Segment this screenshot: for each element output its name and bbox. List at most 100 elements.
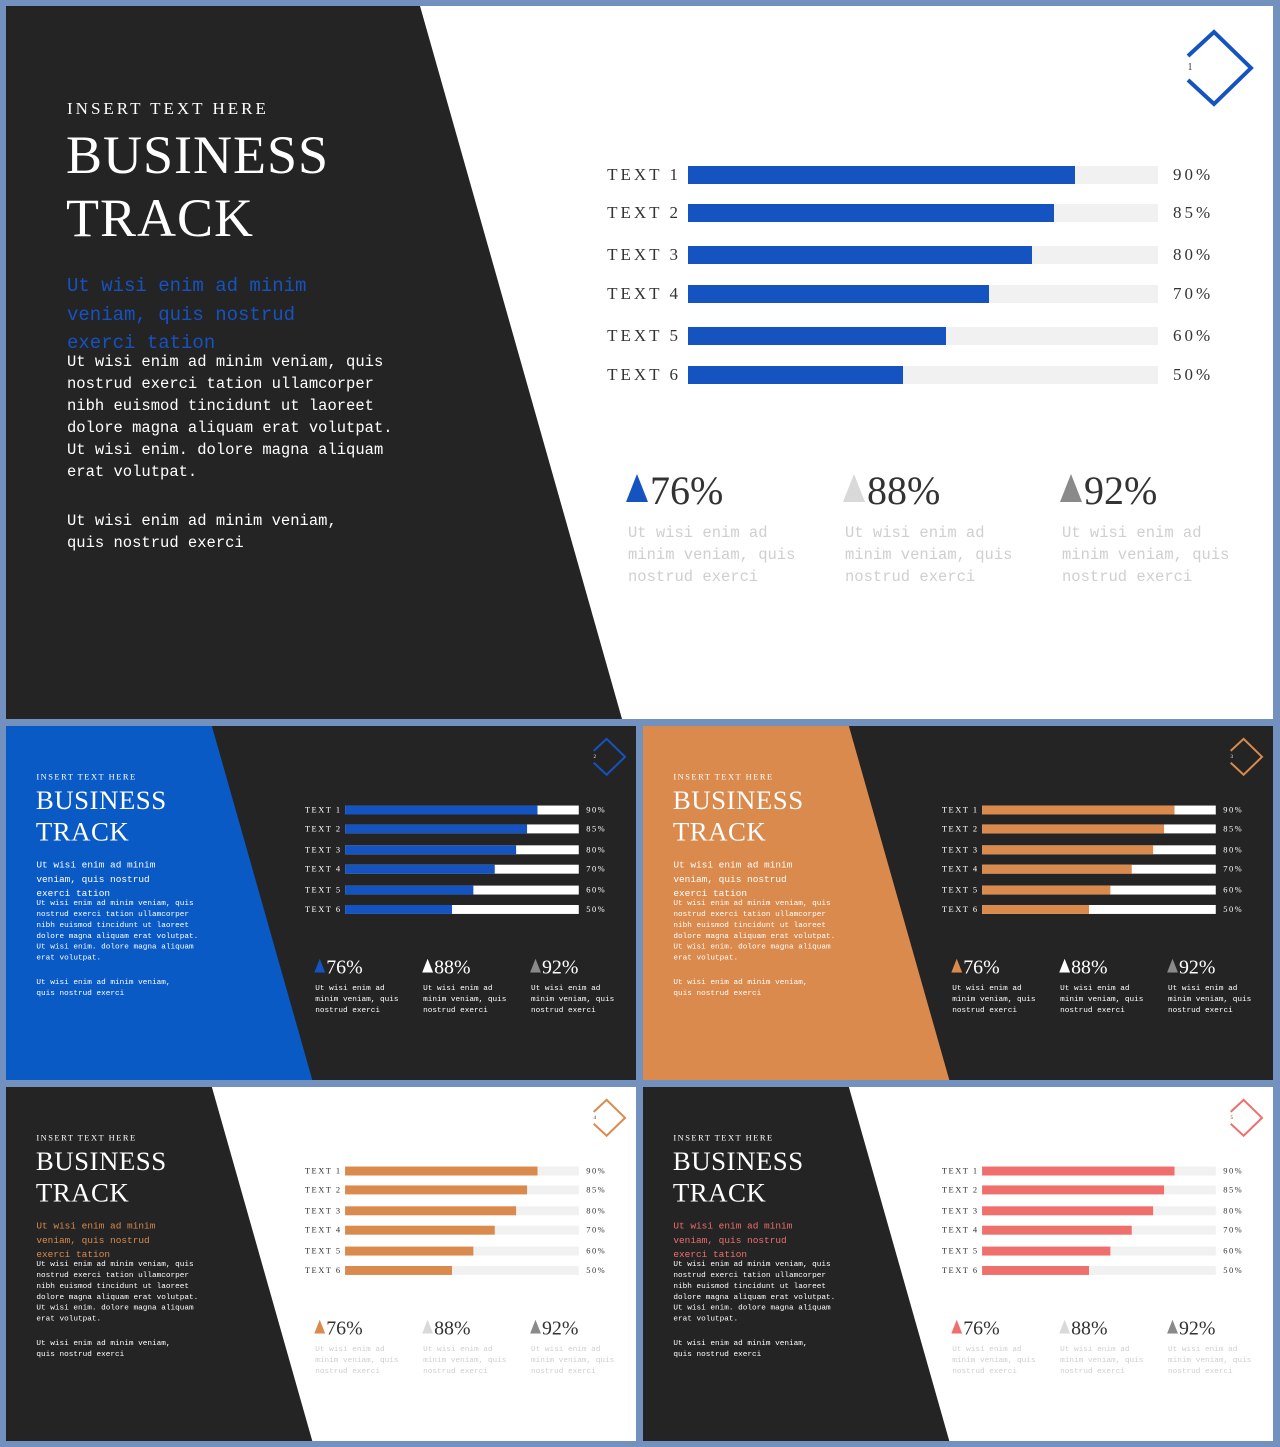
- bar-value-label: 60%: [586, 885, 607, 895]
- bar-fill: [345, 1185, 527, 1195]
- accent-text: Ut wisi enim ad minim veniam, quis nostr…: [36, 859, 156, 900]
- slide-title: BUSINESS TRACK: [66, 124, 329, 250]
- bar-value-label: 90%: [586, 805, 607, 815]
- bar-value-label: 70%: [1173, 284, 1214, 303]
- bar-fill: [345, 885, 474, 895]
- bar-label: TEXT 1: [607, 165, 681, 184]
- bar-value-label: 60%: [1223, 1246, 1244, 1256]
- body-text: Ut wisi enim ad minim veniam, quis nostr…: [67, 353, 393, 481]
- triangle-up-icon: [530, 958, 541, 973]
- bar-track: [982, 904, 1216, 914]
- bar-label: TEXT 4: [304, 1225, 342, 1235]
- bar-label: TEXT 5: [304, 1246, 342, 1256]
- bar-label: TEXT 6: [607, 365, 681, 384]
- bar-value-label: 50%: [1223, 904, 1244, 914]
- bar-fill: [982, 1225, 1132, 1235]
- stat-value: 76%: [963, 1316, 1000, 1340]
- bar-label: TEXT 6: [304, 904, 342, 914]
- bar-value-label: 85%: [1173, 203, 1214, 222]
- stat-value: 92%: [1178, 1316, 1216, 1340]
- bar-fill: [982, 904, 1089, 914]
- title-line-1: BUSINESS: [35, 1146, 167, 1176]
- stat-description: Ut wisi enim ad minim veniam, quis nostr…: [423, 983, 507, 1015]
- bar-fill: [345, 1246, 474, 1256]
- body-text-2: Ut wisi enim ad minim veniam, quis nostr…: [67, 512, 337, 552]
- bar-fill: [982, 824, 1164, 834]
- bar-fill: [982, 864, 1132, 874]
- diamond-badge-icon: [1230, 737, 1264, 777]
- stat-value: 76%: [326, 1316, 363, 1340]
- bar-label: TEXT 2: [304, 823, 342, 834]
- bar-value-label: 80%: [1173, 245, 1214, 264]
- stat-value: 92%: [1084, 468, 1158, 513]
- stat-description: Ut wisi enim ad minim veniam, quis nostr…: [315, 1344, 399, 1376]
- slide-background: [643, 726, 1273, 1080]
- title-line-2: TRACK: [672, 1177, 767, 1208]
- bar-label: TEXT 1: [304, 805, 342, 815]
- bar-label: TEXT 3: [607, 245, 681, 264]
- bar-value-label: 60%: [586, 1246, 607, 1256]
- stat-value: 88%: [434, 955, 471, 979]
- title-line-1: BUSINESS: [672, 1146, 804, 1176]
- bar-value-label: 70%: [586, 1225, 607, 1235]
- bar-value-label: 90%: [1173, 165, 1214, 184]
- diamond-badge-icon: [593, 737, 627, 777]
- slide-background: [6, 726, 636, 1080]
- bar-fill: [982, 1265, 1089, 1275]
- body-text: Ut wisi enim ad minim veniam, quis nostr…: [673, 898, 836, 963]
- stat-value: 88%: [867, 468, 941, 513]
- bar-label: TEXT 4: [941, 1225, 979, 1235]
- bar-label: TEXT 5: [304, 885, 342, 895]
- slide-background: [6, 1087, 636, 1441]
- bar-fill: [982, 1185, 1164, 1195]
- accent-text: Ut wisi enim ad minim veniam, quis nostr…: [673, 1220, 793, 1261]
- bar-fill: [345, 1166, 538, 1176]
- stat-description: Ut wisi enim ad minim veniam, quis nostr…: [315, 983, 399, 1015]
- stat-description: Ut wisi enim ad minim veniam, quis nostr…: [1168, 983, 1252, 1015]
- bar-track: [982, 1265, 1216, 1275]
- triangle-up-icon: [314, 958, 326, 973]
- body-text-2: Ut wisi enim ad minim veniam, quis nostr…: [673, 1338, 808, 1359]
- bar-value-label: 70%: [1223, 864, 1244, 874]
- triangle-up-icon: [530, 1319, 541, 1334]
- bar-label: TEXT 1: [941, 1166, 979, 1176]
- accent-text: Ut wisi enim ad minim veniam, quis nostr…: [67, 275, 307, 354]
- slide-4: INSERT TEXT HERE BUSINESS TRACK Ut wisi …: [6, 1087, 636, 1441]
- bar-fill: [345, 1265, 452, 1275]
- slide-background: [643, 1087, 1273, 1441]
- triangle-up-icon: [422, 1319, 434, 1334]
- bar-label: TEXT 1: [304, 1166, 342, 1176]
- bar-label: TEXT 4: [607, 284, 681, 303]
- bar-value-label: 80%: [586, 844, 607, 855]
- title-line-1: BUSINESS: [672, 785, 804, 815]
- slide-title: BUSINESS TRACK: [673, 1146, 804, 1209]
- bar-value-label: 85%: [586, 1184, 607, 1195]
- bar-value-label: 90%: [586, 1166, 607, 1176]
- title-line-2: TRACK: [35, 1177, 130, 1208]
- slide-number: 3: [1230, 753, 1233, 760]
- bar-track: [345, 904, 579, 914]
- stat-description: Ut wisi enim ad minim veniam, quis nostr…: [1168, 1344, 1252, 1376]
- triangle-up-icon: [626, 474, 648, 502]
- bar-value-label: 90%: [1223, 1166, 1244, 1176]
- triangle-up-icon: [1060, 474, 1082, 502]
- slide-number: 5: [1230, 1114, 1233, 1121]
- bar-value-label: 80%: [586, 1205, 607, 1216]
- bar-label: TEXT 6: [941, 904, 979, 914]
- bar-value-label: 80%: [1223, 844, 1244, 855]
- bar-label: TEXT 2: [941, 823, 979, 834]
- stat-description: Ut wisi enim ad minim veniam, quis nostr…: [531, 1344, 615, 1376]
- slide-2: INSERT TEXT HERE BUSINESS TRACK Ut wisi …: [6, 726, 636, 1080]
- bar-value-label: 50%: [586, 904, 607, 914]
- stat-value: 76%: [650, 468, 724, 513]
- bar-label: TEXT 4: [304, 864, 342, 874]
- bar-fill: [345, 904, 452, 914]
- bar-label: TEXT 6: [941, 1265, 979, 1275]
- stat-value: 88%: [1071, 955, 1108, 979]
- bar-value-label: 50%: [1223, 1265, 1244, 1275]
- bar-fill: [982, 885, 1111, 895]
- bar-fill: [982, 845, 1154, 855]
- bar-fill: [982, 1246, 1111, 1256]
- body-text-2: Ut wisi enim ad minim veniam, quis nostr…: [673, 977, 808, 998]
- stat-value: 92%: [1178, 955, 1216, 979]
